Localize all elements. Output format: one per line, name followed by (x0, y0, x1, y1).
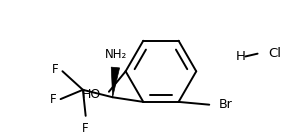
Text: H: H (236, 50, 246, 63)
Text: Br: Br (218, 98, 232, 111)
Text: F: F (52, 63, 59, 76)
Text: Cl: Cl (269, 47, 282, 60)
Text: HO: HO (82, 88, 101, 101)
Text: F: F (50, 93, 57, 106)
Polygon shape (111, 67, 120, 97)
Text: F: F (82, 122, 89, 135)
Text: NH₂: NH₂ (105, 48, 128, 61)
